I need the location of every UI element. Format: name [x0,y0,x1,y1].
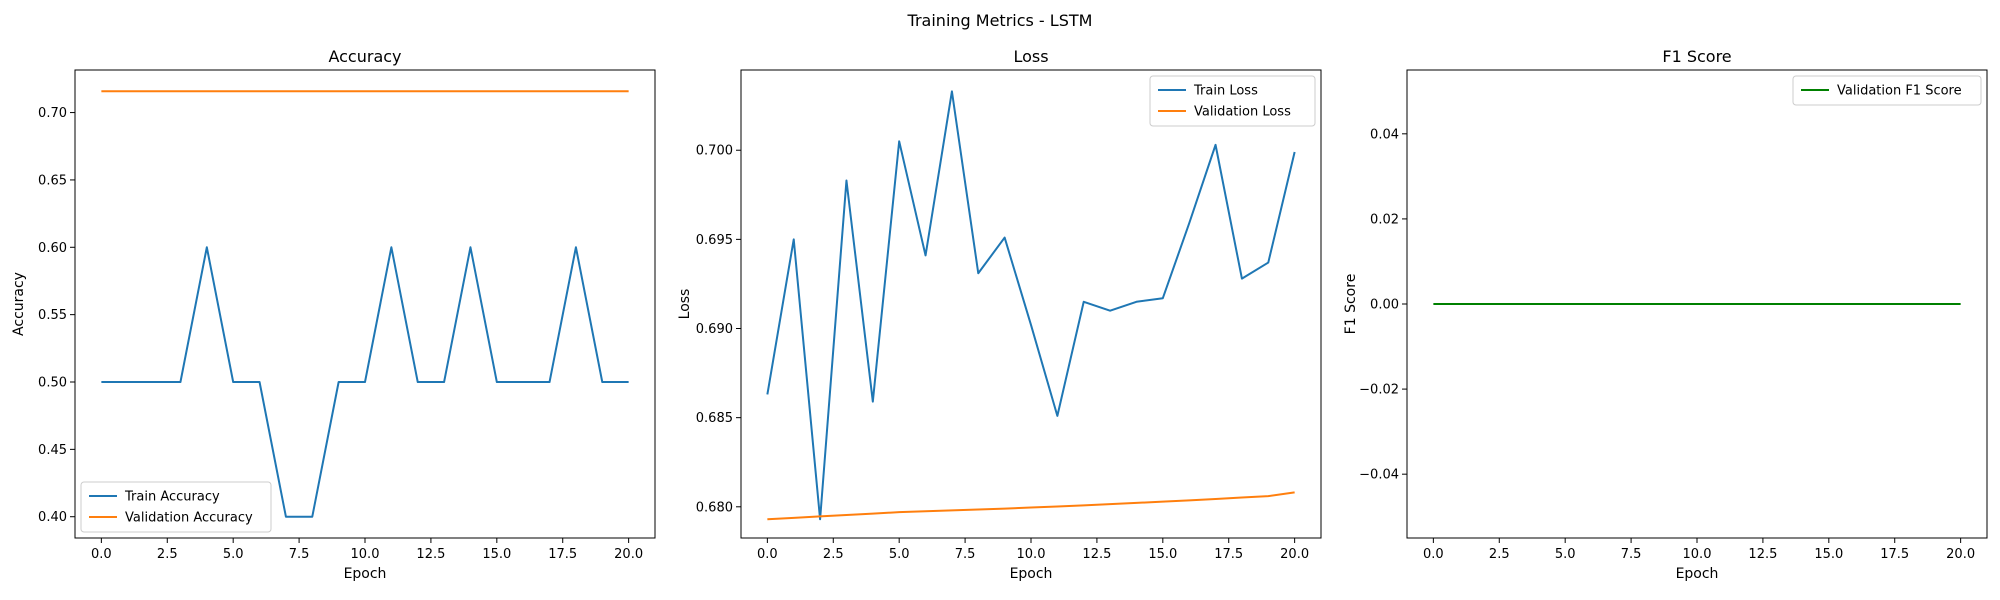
x-tick-label: 17.5 [1214,547,1243,562]
x-tick-label: 12.5 [1748,547,1777,562]
x-tick-label: 0.0 [91,547,112,562]
y-tick-label: 0.50 [38,376,67,391]
x-tick-label: 0.0 [1423,547,1444,562]
x-tick-label: 10.0 [1683,547,1712,562]
legend-label: Train Loss [1193,84,1258,99]
chart-legend: Train Loss Validation Loss [1149,75,1316,127]
y-tick-label: 0.40 [38,510,67,525]
legend-box [1149,75,1316,127]
x-tick-label: 15.0 [482,547,511,562]
x-tick-label: 5.0 [223,547,244,562]
y-tick-label: 0.680 [696,500,733,515]
x-tick-label: 12.5 [1082,547,1111,562]
y-tick-label: 0.60 [38,241,67,256]
x-axis-label: Epoch [1676,566,1719,582]
figure-title: Training Metrics - LSTM [907,11,1093,30]
x-tick-label: 2.5 [157,547,178,562]
plot-frame [740,69,1322,539]
x-tick-label: 5.0 [889,547,910,562]
y-tick-label: 0.02 [1370,212,1399,227]
x-tick-label: 10.0 [351,547,380,562]
legend-box [80,481,272,533]
legend-label: Train Accuracy [124,490,220,505]
y-tick-label: 0.685 [696,411,733,426]
y-tick-label: 0.695 [696,233,733,248]
y-tick-label: 0.00 [1370,298,1399,313]
legend-label: Validation Loss [1194,105,1291,120]
series-line [767,491,1295,521]
series-line [766,90,1296,521]
legend-label: Validation Accuracy [125,511,253,526]
y-tick-label: 0.690 [696,322,733,337]
y-axis-label: Loss [677,289,693,320]
y-tick-label: 0.70 [38,106,67,121]
x-tick-label: 20.0 [1946,547,1975,562]
x-tick-label: 10.0 [1017,547,1046,562]
x-tick-label: 12.5 [416,547,445,562]
legend-label: Validation F1 Score [1837,84,1962,99]
y-axis-label: F1 Score [1343,274,1359,335]
x-tick-label: 15.0 [1148,547,1177,562]
chart-panel-2: Loss 0.0 2.5 5.0 7.5 10.0 12.5 15.0 17.5 20.0 0.68… [677,47,1322,582]
x-tick-label: 2.5 [1489,547,1510,562]
y-tick-label: −0.02 [1359,383,1399,398]
x-tick-label: 7.5 [289,547,310,562]
y-tick-label: 0.55 [38,308,67,323]
x-tick-label: 17.5 [1880,547,1909,562]
x-axis-label: Epoch [344,566,387,582]
chart-title: F1 Score [1662,47,1731,66]
x-tick-label: 7.5 [955,547,976,562]
chart-panel-3: F1 Score 0.0 2.5 5.0 7.5 10.0 12.5 15.0 17.5 20.0… [1343,47,1988,582]
y-tick-label: 0.45 [38,443,67,458]
chart-panel-1: Accuracy 0.0 2.5 5.0 7.5 10.0 12.5 15.0 17.5 20.0… [11,47,656,582]
legend-box [1792,75,1982,106]
plot-frame [74,69,656,539]
chart-title: Accuracy [328,47,401,66]
x-tick-label: 0.0 [757,547,778,562]
x-tick-label: 5.0 [1555,547,1576,562]
x-tick-label: 20.0 [1280,547,1309,562]
y-tick-label: 0.700 [696,144,733,159]
y-axis-label: Accuracy [11,272,27,336]
y-tick-label: −0.04 [1359,468,1399,483]
series-line [101,246,629,518]
x-tick-label: 2.5 [823,547,844,562]
chart-title: Loss [1013,47,1048,66]
x-tick-label: 17.5 [548,547,577,562]
chart-legend: Validation F1 Score [1792,75,1982,106]
y-tick-label: 0.65 [38,173,67,188]
x-tick-label: 15.0 [1814,547,1843,562]
y-tick-label: 0.04 [1370,127,1399,142]
chart-legend: Train Accuracy Validation Accuracy [80,481,272,533]
x-tick-label: 7.5 [1621,547,1642,562]
x-axis-label: Epoch [1010,566,1053,582]
x-tick-label: 20.0 [614,547,643,562]
